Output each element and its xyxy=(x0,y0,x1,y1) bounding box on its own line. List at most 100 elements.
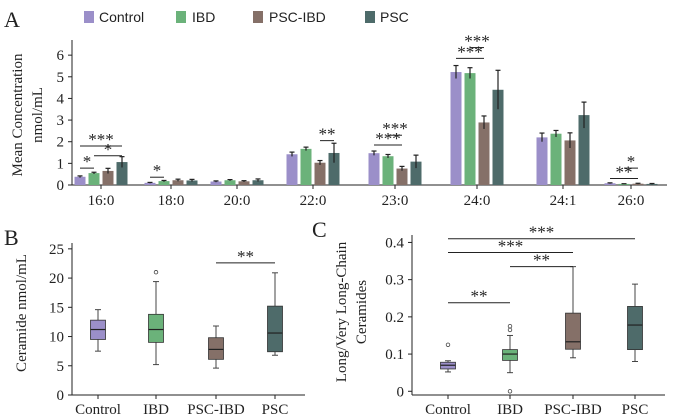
legend-label-ibd: IBD xyxy=(192,9,215,25)
panel-a-ytick-label: 1 xyxy=(57,156,65,172)
bar-control-6 xyxy=(536,137,548,185)
legend-label-control: Control xyxy=(99,9,144,25)
xtick-label: IBD xyxy=(497,402,523,418)
significance-label: ** xyxy=(237,247,254,266)
bar-ibd-6 xyxy=(550,133,562,185)
panel-a-xtick-label: 24:0 xyxy=(464,193,491,209)
panel-a-xtick-label: 16:0 xyxy=(88,193,115,209)
box-psc-ibd xyxy=(565,312,581,350)
bar-ibd-7 xyxy=(618,183,630,185)
panel-a-ytick-label: 4 xyxy=(57,91,65,107)
legend-swatch-ibd xyxy=(176,11,186,23)
legend-swatch-psc-ibd xyxy=(253,11,263,23)
panel-a-ytick-label: 6 xyxy=(57,48,65,64)
ytick-label: 0 xyxy=(57,388,65,404)
ytick-label: 0.3 xyxy=(385,273,404,289)
panel-a-ytick-label: 5 xyxy=(57,70,65,86)
panel-a-xtick-label: 26:0 xyxy=(618,193,645,209)
bar-control-5 xyxy=(450,72,462,185)
xtick-label: PSC xyxy=(262,402,289,418)
panel-b-ylabel: Ceramide nmol/mL xyxy=(14,254,30,372)
bar-psc-ibd-7 xyxy=(632,183,644,185)
bar-psc-5 xyxy=(492,89,504,185)
panel-a-xtick-label: 18:0 xyxy=(158,193,185,209)
panel-a-significance-label: ** xyxy=(319,125,336,144)
ytick-label: 0.2 xyxy=(385,310,404,326)
ytick-label: 5 xyxy=(57,359,65,375)
bar-ibd-0 xyxy=(88,173,100,185)
legend-label-psc-ibd: PSC-IBD xyxy=(269,9,326,25)
bar-control-4 xyxy=(368,153,380,185)
panel-c-ylabel-line1: Long/Very Long-Chain xyxy=(334,241,350,382)
outlier-ibd xyxy=(507,323,513,329)
bar-psc-3 xyxy=(328,152,340,185)
panel-a-significance-label: *** xyxy=(375,129,401,148)
panel-a-xtick-label: 24:1 xyxy=(550,193,577,209)
bar-ibd-4 xyxy=(382,156,394,185)
bar-control-3 xyxy=(286,154,298,185)
bar-control-2 xyxy=(210,181,222,185)
legend-swatch-control xyxy=(84,11,94,23)
panel-a-ylabel-line2: nmol/mL xyxy=(30,87,46,143)
xtick-label: PSC-IBD xyxy=(187,402,245,418)
ytick-label: 20 xyxy=(49,271,64,287)
xtick-label: IBD xyxy=(143,402,169,418)
panel-a-xtick-label: 22:0 xyxy=(300,193,327,209)
ytick-label: 0 xyxy=(397,384,405,400)
panel-a-significance-label: *** xyxy=(382,119,408,138)
significance-label: *** xyxy=(529,223,555,242)
outlier-ibd xyxy=(507,327,513,333)
bar-psc-ibd-6 xyxy=(564,140,576,185)
box-ibd xyxy=(148,313,164,343)
ytick-label: 10 xyxy=(49,330,64,346)
bar-psc-ibd-4 xyxy=(396,168,408,185)
ytick-label: 0.4 xyxy=(385,235,404,251)
outlier-control xyxy=(445,342,451,347)
bar-ibd-5 xyxy=(464,73,476,185)
outlier-ibd xyxy=(153,270,159,275)
legend: Control IBD PSC-IBD PSC xyxy=(84,9,409,25)
bar-psc-1 xyxy=(186,180,198,185)
xtick-label: PSC-IBD xyxy=(544,402,602,418)
panel-a-ytick-label: 3 xyxy=(57,113,65,129)
box-psc xyxy=(627,306,643,351)
xtick-label: Control xyxy=(425,402,471,418)
bar-psc-2 xyxy=(252,180,264,185)
panel-a: Mean Concentration nmol/mL 0 1 2 3 4 5 6 16:0 1… xyxy=(10,32,667,209)
bar-ibd-2 xyxy=(224,180,236,185)
panel-letter-b: B xyxy=(4,225,19,250)
significance-label: ** xyxy=(471,287,488,306)
panel-a-significance-label: * xyxy=(153,161,162,180)
panel-a-significance-label: *** xyxy=(88,130,114,149)
panel-a-significance-label: * xyxy=(104,140,113,159)
significance-label: *** xyxy=(498,236,524,255)
box-ibd xyxy=(502,349,518,361)
bar-ibd-3 xyxy=(300,148,312,185)
panel-a-significance-label: *** xyxy=(464,32,490,51)
panel-a-significance-label: * xyxy=(83,152,92,171)
panel-b: Ceramide nmol/mL 0 5 10 15 20 25 Control IBD PS… xyxy=(14,242,305,418)
bar-ibd-1 xyxy=(158,181,170,185)
bar-psc-ibd-2 xyxy=(238,181,250,185)
xtick-label: PSC xyxy=(622,402,649,418)
panel-letter-c: C xyxy=(312,217,327,242)
panel-a-significance-label: * xyxy=(627,152,636,171)
bar-psc-ibd-1 xyxy=(172,180,184,185)
legend-label-psc: PSC xyxy=(380,9,409,25)
bar-control-0 xyxy=(74,176,86,185)
significance-label: ** xyxy=(533,251,550,270)
panel-letter-a: A xyxy=(4,7,20,32)
outlier-ibd xyxy=(507,389,513,394)
bar-psc-6 xyxy=(578,115,590,185)
panel-a-ylabel-line1: Mean Concentration xyxy=(10,53,26,176)
bar-psc-0 xyxy=(116,162,128,185)
bar-psc-ibd-5 xyxy=(478,122,490,185)
bar-psc-ibd-0 xyxy=(102,170,114,185)
panel-a-significance-label: ** xyxy=(616,163,633,182)
panel-a-xtick-label: 20:0 xyxy=(224,193,251,209)
box-psc-ibd xyxy=(208,337,224,360)
legend-swatch-psc xyxy=(365,11,375,23)
bar-control-7 xyxy=(604,183,616,185)
ytick-label: 15 xyxy=(49,300,64,316)
